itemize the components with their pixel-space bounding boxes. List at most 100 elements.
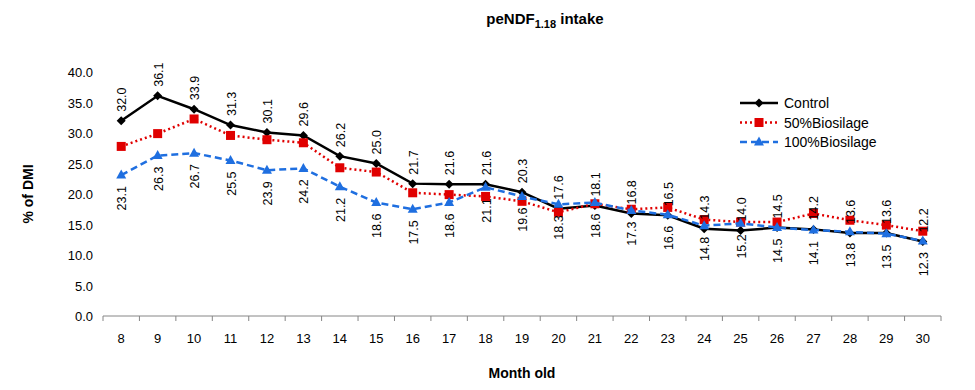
y-tick-label: 30.0 [68, 126, 93, 141]
y-tick [99, 316, 103, 317]
data-label: 21.7 [407, 150, 421, 174]
marker [153, 150, 163, 159]
marker [335, 152, 344, 161]
y-tick-label: 20.0 [68, 187, 93, 202]
data-label: 14.8 [698, 237, 712, 261]
y-tick-label: 25.0 [68, 157, 93, 172]
x-tick-label: 12 [260, 331, 274, 346]
x-tick-label: 24 [697, 331, 711, 346]
marker [918, 235, 928, 244]
x-tick-mark [613, 316, 614, 321]
plot-area [116, 91, 928, 246]
data-label: 14.1 [807, 241, 821, 265]
marker [226, 155, 236, 164]
x-tick-label: 28 [843, 331, 857, 346]
marker [335, 181, 345, 190]
x-tick-mark [941, 316, 942, 321]
data-label: 25.5 [225, 171, 239, 195]
x-tick-label: 21 [588, 331, 602, 346]
x-tick-mark [868, 316, 869, 321]
x-tick-mark [285, 316, 286, 321]
y-tick [99, 224, 103, 225]
data-label: 12.2 [917, 208, 931, 232]
data-label: 32.0 [115, 87, 129, 111]
y-tick [99, 133, 103, 134]
marker [372, 168, 381, 177]
y-tick-label: 5.0 [75, 279, 93, 294]
y-tick [99, 255, 103, 256]
data-label: 30.1 [261, 99, 275, 123]
data-label: 21.6 [480, 151, 494, 175]
x-tick-label: 29 [879, 331, 893, 346]
series-line [121, 153, 923, 241]
x-tick-mark [467, 316, 468, 321]
y-tick-label: 40.0 [68, 65, 93, 80]
data-labels: 32.036.133.931.330.129.626.225.021.721.6… [115, 62, 931, 276]
data-label: 13.6 [844, 200, 858, 224]
marker [262, 135, 271, 144]
marker [298, 163, 308, 172]
marker [299, 138, 308, 147]
data-label: 14.5 [771, 194, 785, 218]
marker [481, 182, 491, 191]
y-tick-label: 0.0 [75, 309, 93, 324]
legend-marker [755, 99, 764, 108]
x-tick-mark [430, 316, 431, 321]
y-tick-label: 35.0 [68, 96, 93, 111]
title-subscript: 1.18 [535, 18, 556, 30]
title-part: intake [556, 10, 604, 27]
marker [116, 170, 126, 179]
x-tick-mark [540, 316, 541, 321]
marker [189, 148, 199, 157]
x-tick-label: 27 [806, 331, 820, 346]
x-tick-label: 14 [333, 331, 347, 346]
title-part: peNDF [486, 10, 534, 27]
marker [372, 159, 381, 168]
marker [226, 131, 235, 140]
marker [808, 224, 818, 233]
marker [699, 220, 709, 229]
data-label: 26.7 [188, 164, 202, 188]
marker [262, 165, 272, 174]
data-label: 13.8 [844, 243, 858, 267]
data-label: 20.3 [516, 159, 530, 183]
legend-label: Control [784, 95, 829, 111]
x-tick-mark [139, 316, 140, 321]
data-label: 21.2 [334, 198, 348, 222]
data-label: 15.2 [735, 234, 749, 258]
marker [117, 142, 126, 151]
marker [117, 116, 126, 125]
x-tick-mark [795, 316, 796, 321]
data-label: 14.3 [698, 195, 712, 219]
data-label: 31.3 [225, 92, 239, 116]
marker [335, 163, 344, 172]
y-tick [99, 163, 103, 164]
marker [736, 226, 745, 235]
x-tick-mark [212, 316, 213, 321]
x-tick-mark [503, 316, 504, 321]
data-label: 13.6 [880, 200, 894, 224]
x-tick-mark [103, 316, 104, 321]
x-tick-label: 11 [224, 331, 238, 346]
x-tick-mark [831, 316, 832, 321]
legend: Control50%Biosilage100%Biosilage [740, 95, 877, 150]
legend-marker [754, 137, 764, 146]
x-tick-label: 20 [551, 331, 565, 346]
data-label: 12.3 [917, 252, 931, 276]
chart: peNDF1.18 intake% of DMIMonth old0.05.01… [0, 0, 975, 390]
data-label: 16.8 [625, 180, 639, 204]
x-axis-title: Month old [489, 365, 556, 381]
data-label: 13.5 [880, 245, 894, 269]
x-tick-mark [649, 316, 650, 321]
x-tick-label: 17 [442, 331, 456, 346]
data-label: 17.6 [552, 175, 566, 199]
data-label: 21.1 [480, 198, 494, 222]
marker [663, 209, 673, 218]
legend-label: 50%Biosilage [784, 115, 869, 131]
marker [371, 197, 381, 206]
data-label: 18.6 [443, 214, 457, 238]
marker [153, 129, 162, 138]
marker [444, 197, 454, 206]
y-tick [99, 285, 103, 286]
y-tick [99, 72, 103, 73]
